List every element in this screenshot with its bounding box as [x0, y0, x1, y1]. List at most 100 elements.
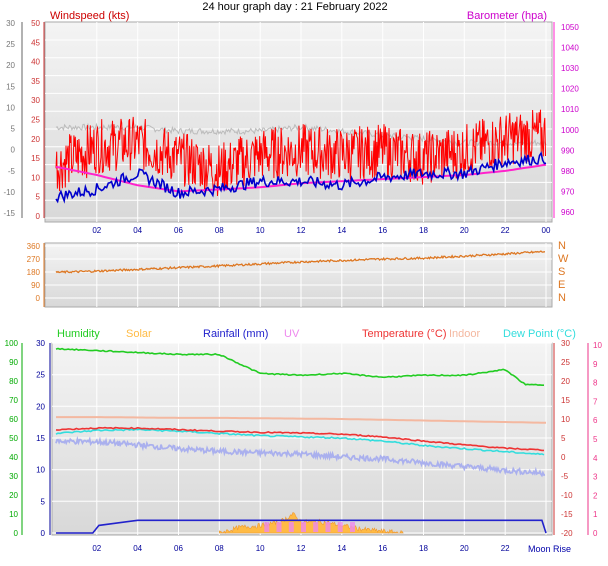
compass-label: N: [558, 292, 566, 304]
wind-x-tick-label: 06: [174, 226, 183, 235]
wind-right-tick-label: 970: [561, 187, 575, 196]
wind-x-tick-label: 08: [215, 226, 224, 235]
wind-x-tick-label: 10: [256, 226, 265, 235]
page-title: 24 hour graph day : 21 February 2022: [202, 1, 387, 13]
direction-left-ticks: 360 270 180 90 0: [27, 242, 45, 307]
climate-outer-left-tick-label: 50: [9, 434, 18, 443]
wind-x-tick-label: 18: [419, 226, 428, 235]
climate-outer-left-tick-label: 40: [9, 453, 18, 462]
wind-outer-left-tick-label: -5: [8, 167, 16, 176]
compass-label: S: [558, 266, 565, 278]
compass-label: W: [558, 253, 569, 265]
wind-outer-left-tick-label: 10: [6, 103, 15, 112]
climate-right-tick-label: -20: [561, 529, 573, 538]
wind-x-tick-label: 12: [297, 226, 306, 235]
wind-right-tick-label: 1010: [561, 105, 579, 114]
wind-outer-left-tick-label: -10: [3, 188, 15, 197]
uv-series-bar: [350, 522, 355, 532]
climate-outer-left-tick-label: 10: [9, 510, 18, 519]
wind-inner-left-tick-label: 5: [36, 193, 41, 202]
wind-right-ticks: 1050 1040 1030 1020 1010 1000 990 980 970 960: [553, 22, 579, 218]
uv-series-bar: [276, 522, 282, 532]
climate-x-tick-label: 04: [133, 544, 142, 553]
direction-grid: [45, 243, 552, 307]
wind-outer-left-tick-label: -15: [3, 209, 15, 218]
direction-left-tick-label: 180: [27, 268, 41, 277]
temperature-series-line: [55, 426, 544, 452]
climate-far-right-tick-label: 8: [593, 379, 598, 388]
indoor-series-line: [56, 416, 547, 424]
climate-x-tick-label: 18: [419, 544, 428, 553]
climate-panel: [51, 342, 553, 536]
climate-inner-left-tick-label: 0: [41, 529, 46, 538]
climate-far-right-tick-label: 7: [593, 397, 598, 406]
climate-far-right-tick-label: 10: [593, 341, 602, 350]
wind-outer-left-ticks: 30 25 20 15 10 5 0 -5 -10 -15: [3, 19, 23, 218]
direction-panel: [44, 242, 553, 308]
wind-right-tick-label: 1000: [561, 126, 579, 135]
climate-right-tick-label: 25: [561, 358, 570, 367]
direction-series: [55, 250, 545, 274]
climate-far-right-tick-label: 2: [593, 491, 598, 500]
humidity-series-line: [55, 347, 544, 387]
moon-rise-label: Moon Rise: [528, 544, 571, 554]
climate-x-tick-label: 08: [215, 544, 224, 553]
climate-x-tick-label: 14: [337, 544, 346, 553]
climate-x-tick-label: 22: [501, 544, 510, 553]
climate-x-tick-label: 16: [378, 544, 387, 553]
wind-inner-left-tick-label: 15: [31, 154, 40, 163]
uv-series-bar: [325, 522, 331, 532]
climate-inner-left-ticks: 30 25 20 15 10 5 0: [36, 339, 51, 538]
climate-right-tick-label: 5: [561, 434, 566, 443]
climate-far-right-tick-label: 6: [593, 416, 598, 425]
legend-item: Rainfall (mm): [203, 328, 268, 340]
wind-inner-left-tick-label: 0: [36, 212, 41, 221]
climate-far-right-tick-label: 3: [593, 473, 598, 482]
wind-x-ticks: 02 04 06 08 10 12 14 16 18 20 22 00: [92, 226, 551, 235]
direction-left-tick-label: 270: [27, 255, 41, 264]
light-trace-series-line: [55, 435, 546, 478]
climate-x-tick-label: 10: [256, 544, 265, 553]
wind-inner-left-tick-label: 20: [31, 135, 40, 144]
legend-item: Temperature (°C): [362, 328, 446, 340]
wind-inner-left-tick-label: 45: [31, 38, 40, 47]
climate-far-right-tick-label: 1: [593, 510, 598, 519]
climate-outer-left-tick-label: 100: [5, 339, 19, 348]
rainfall-series-line: [56, 519, 547, 534]
wind-x-tick-label: 02: [92, 226, 101, 235]
compass-label: E: [558, 279, 565, 291]
climate-inner-left-tick-label: 20: [36, 402, 45, 411]
direction-left-tick-label: 360: [27, 242, 41, 251]
wind-series: [55, 109, 547, 204]
dewpoint-series-line: [55, 428, 545, 456]
wind-x-tick-label: 00: [542, 226, 551, 235]
climate-far-right-tick-label: 0: [593, 529, 598, 538]
compass-label: N: [558, 240, 566, 252]
climate-right-tick-label: -15: [561, 510, 573, 519]
climate-inner-left-tick-label: 25: [36, 371, 45, 380]
climate-outer-left-tick-label: 60: [9, 415, 18, 424]
climate-right-ticks: 30 25 20 15 10 5 0 -5 -10 -15 -20: [553, 339, 573, 538]
wind-inner-left-tick-label: 25: [31, 116, 40, 125]
climate-outer-left-tick-label: 30: [9, 472, 18, 481]
climate-right-tick-label: 10: [561, 415, 570, 424]
wind-right-tick-label: 980: [561, 167, 575, 176]
wind-x-tick-label: 20: [460, 226, 469, 235]
climate-x-tick-label: 12: [297, 544, 306, 553]
climate-outer-left-tick-label: 70: [9, 396, 18, 405]
wind-inner-left-tick-label: 50: [31, 19, 40, 28]
wind-inner-left-tick-label: 10: [31, 173, 40, 182]
legend-item: Indoor: [449, 328, 481, 340]
wind-right-tick-label: 1020: [561, 85, 579, 94]
climate-outer-left-tick-label: 20: [9, 491, 18, 500]
uv-series-bar: [337, 522, 343, 532]
climate-right-tick-label: 15: [561, 396, 570, 405]
wind-right-tick-label: 960: [561, 208, 575, 217]
windspeed-axis-title: Windspeed (kts): [50, 10, 129, 22]
wind-right-tick-label: 990: [561, 146, 575, 155]
uv-series-bar: [264, 522, 270, 532]
